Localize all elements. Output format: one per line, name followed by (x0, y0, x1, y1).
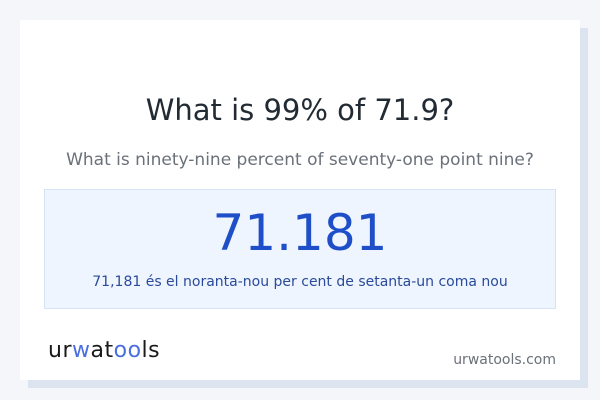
logo-part: oo (113, 338, 142, 363)
page-title: What is 99% of 71.9? (145, 93, 455, 127)
result-words: 71,181 és el noranta-nou per cent de set… (92, 274, 508, 290)
page-subtitle: What is ninety-nine percent of seventy-o… (66, 150, 534, 170)
logo-part: w (72, 338, 91, 363)
result-card: What is 99% of 71.9? What is ninety-nine… (20, 20, 580, 380)
result-value: 71.181 (212, 204, 388, 262)
logo-part: ur (48, 338, 72, 363)
logo-part: at (90, 338, 114, 363)
result-box: 71.181 71,181 és el noranta-nou per cent… (44, 189, 556, 309)
site-domain: urwatools.com (453, 352, 556, 368)
logo-part: ls (141, 338, 161, 363)
urwatools-logo: urwatools (48, 338, 160, 363)
